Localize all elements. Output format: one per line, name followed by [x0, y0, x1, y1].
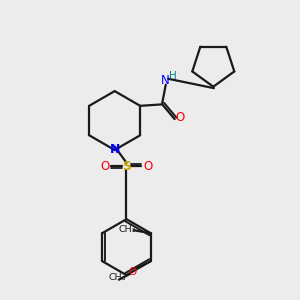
Text: O: O: [175, 111, 184, 124]
Text: CH₃: CH₃: [118, 225, 136, 234]
Text: S: S: [122, 160, 131, 173]
Text: O: O: [100, 160, 110, 173]
Text: N: N: [161, 74, 170, 87]
Text: O: O: [128, 267, 136, 277]
Text: H: H: [169, 71, 177, 81]
Text: N: N: [110, 143, 120, 157]
Text: CH₃: CH₃: [108, 273, 126, 282]
Text: O: O: [143, 160, 153, 173]
